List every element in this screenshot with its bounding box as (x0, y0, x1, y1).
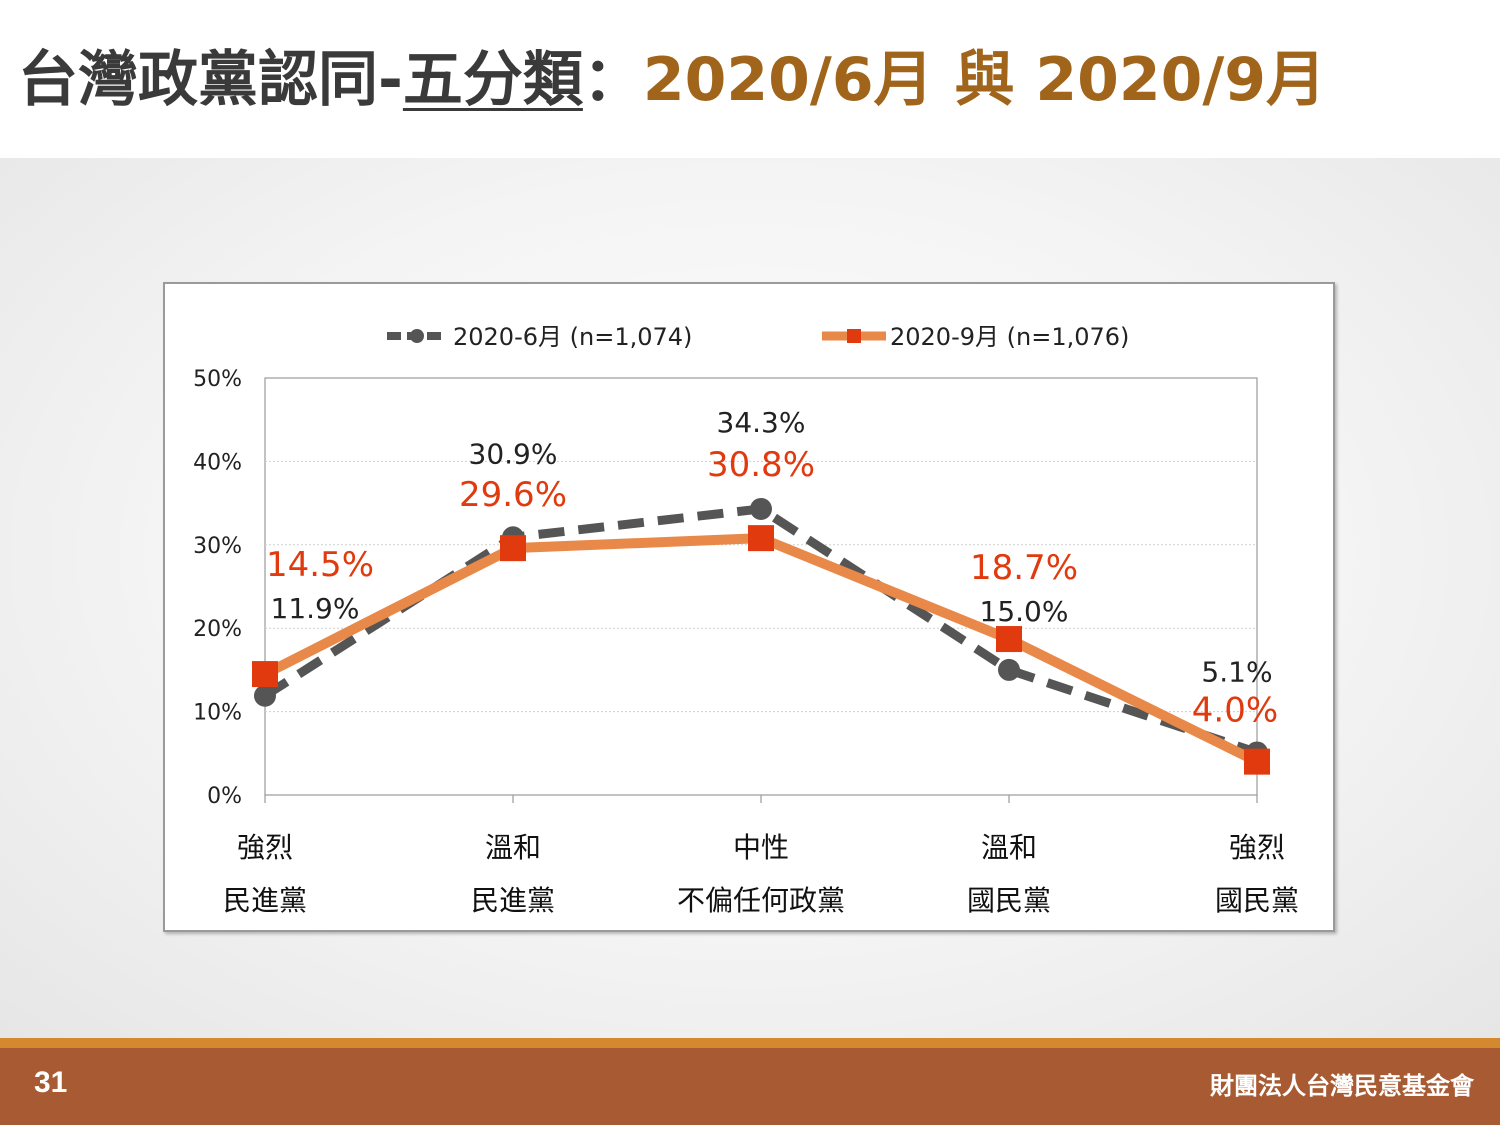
x-category-label-line1: 強烈 (237, 831, 293, 864)
page-title: 台灣政黨認同-五分類：2020/6月 與 2020/9月 (18, 40, 1326, 120)
x-category-label-line1: 強烈 (1229, 831, 1285, 864)
x-category-label-line2: 國民黨 (1215, 884, 1299, 917)
data-point-sept (748, 525, 774, 552)
data-label-sept: 14.5% (266, 545, 374, 585)
footer-accent-line (0, 1038, 1500, 1048)
x-category-label-line1: 溫和 (981, 831, 1037, 864)
page-number: 31 (34, 1066, 68, 1099)
title-period: 2020/6月 與 2020/9月 (642, 45, 1326, 115)
data-point-june (750, 497, 772, 520)
organization-name: 財團法人台灣民意基金會 (1210, 1072, 1474, 1100)
x-category-label-line2: 不偏任何政黨 (677, 884, 845, 917)
x-category-label-line2: 民進黨 (223, 884, 307, 917)
data-label-june: 5.1% (1201, 655, 1272, 688)
series-line-sept (262, 533, 1260, 767)
plot-area (264, 377, 1258, 796)
y-tick-label: 40% (193, 450, 242, 475)
y-tick-label: 20% (193, 617, 242, 642)
legend-label-june: 2020-6月 (n=1,074) (453, 323, 692, 351)
data-point-sept (996, 626, 1022, 653)
legend-marker-june (410, 329, 424, 343)
data-point-sept (1244, 748, 1270, 775)
legend-label-sept: 2020-9月 (n=1,076) (890, 323, 1129, 351)
y-tick-label: 50% (193, 367, 242, 392)
y-tick-label: 10% (193, 701, 242, 726)
x-category-label-line1: 溫和 (485, 831, 541, 864)
legend-marker-sept (847, 329, 861, 343)
data-label-sept: 29.6% (459, 475, 567, 515)
x-category-label-line2: 國民黨 (967, 884, 1051, 917)
data-point-sept (252, 661, 278, 688)
title-text: 台灣政黨認同- (18, 45, 403, 115)
y-tick-label: 0% (207, 784, 242, 809)
title-colon: ： (582, 45, 643, 115)
data-point-june (254, 684, 276, 707)
x-category-label-line1: 中性 (733, 831, 789, 864)
title-underlined: 五分類 (402, 45, 583, 115)
x-category-label-line2: 民進黨 (471, 884, 555, 917)
data-point-sept (500, 535, 526, 562)
y-tick-label: 30% (193, 534, 242, 559)
data-label-june: 15.0% (980, 595, 1069, 628)
data-label-june: 34.3% (717, 406, 806, 439)
footer-bar (0, 1048, 1500, 1125)
data-point-june (998, 658, 1020, 681)
data-label-june: 11.9% (271, 592, 360, 625)
data-label-sept: 18.7% (970, 548, 1078, 588)
data-label-sept: 30.8% (707, 445, 815, 485)
data-label-june: 30.9% (469, 437, 558, 470)
chart-frame (163, 282, 1335, 932)
title-bar: 台灣政黨認同-五分類：2020/6月 與 2020/9月 (0, 0, 1500, 158)
data-label-sept: 4.0% (1192, 691, 1278, 731)
